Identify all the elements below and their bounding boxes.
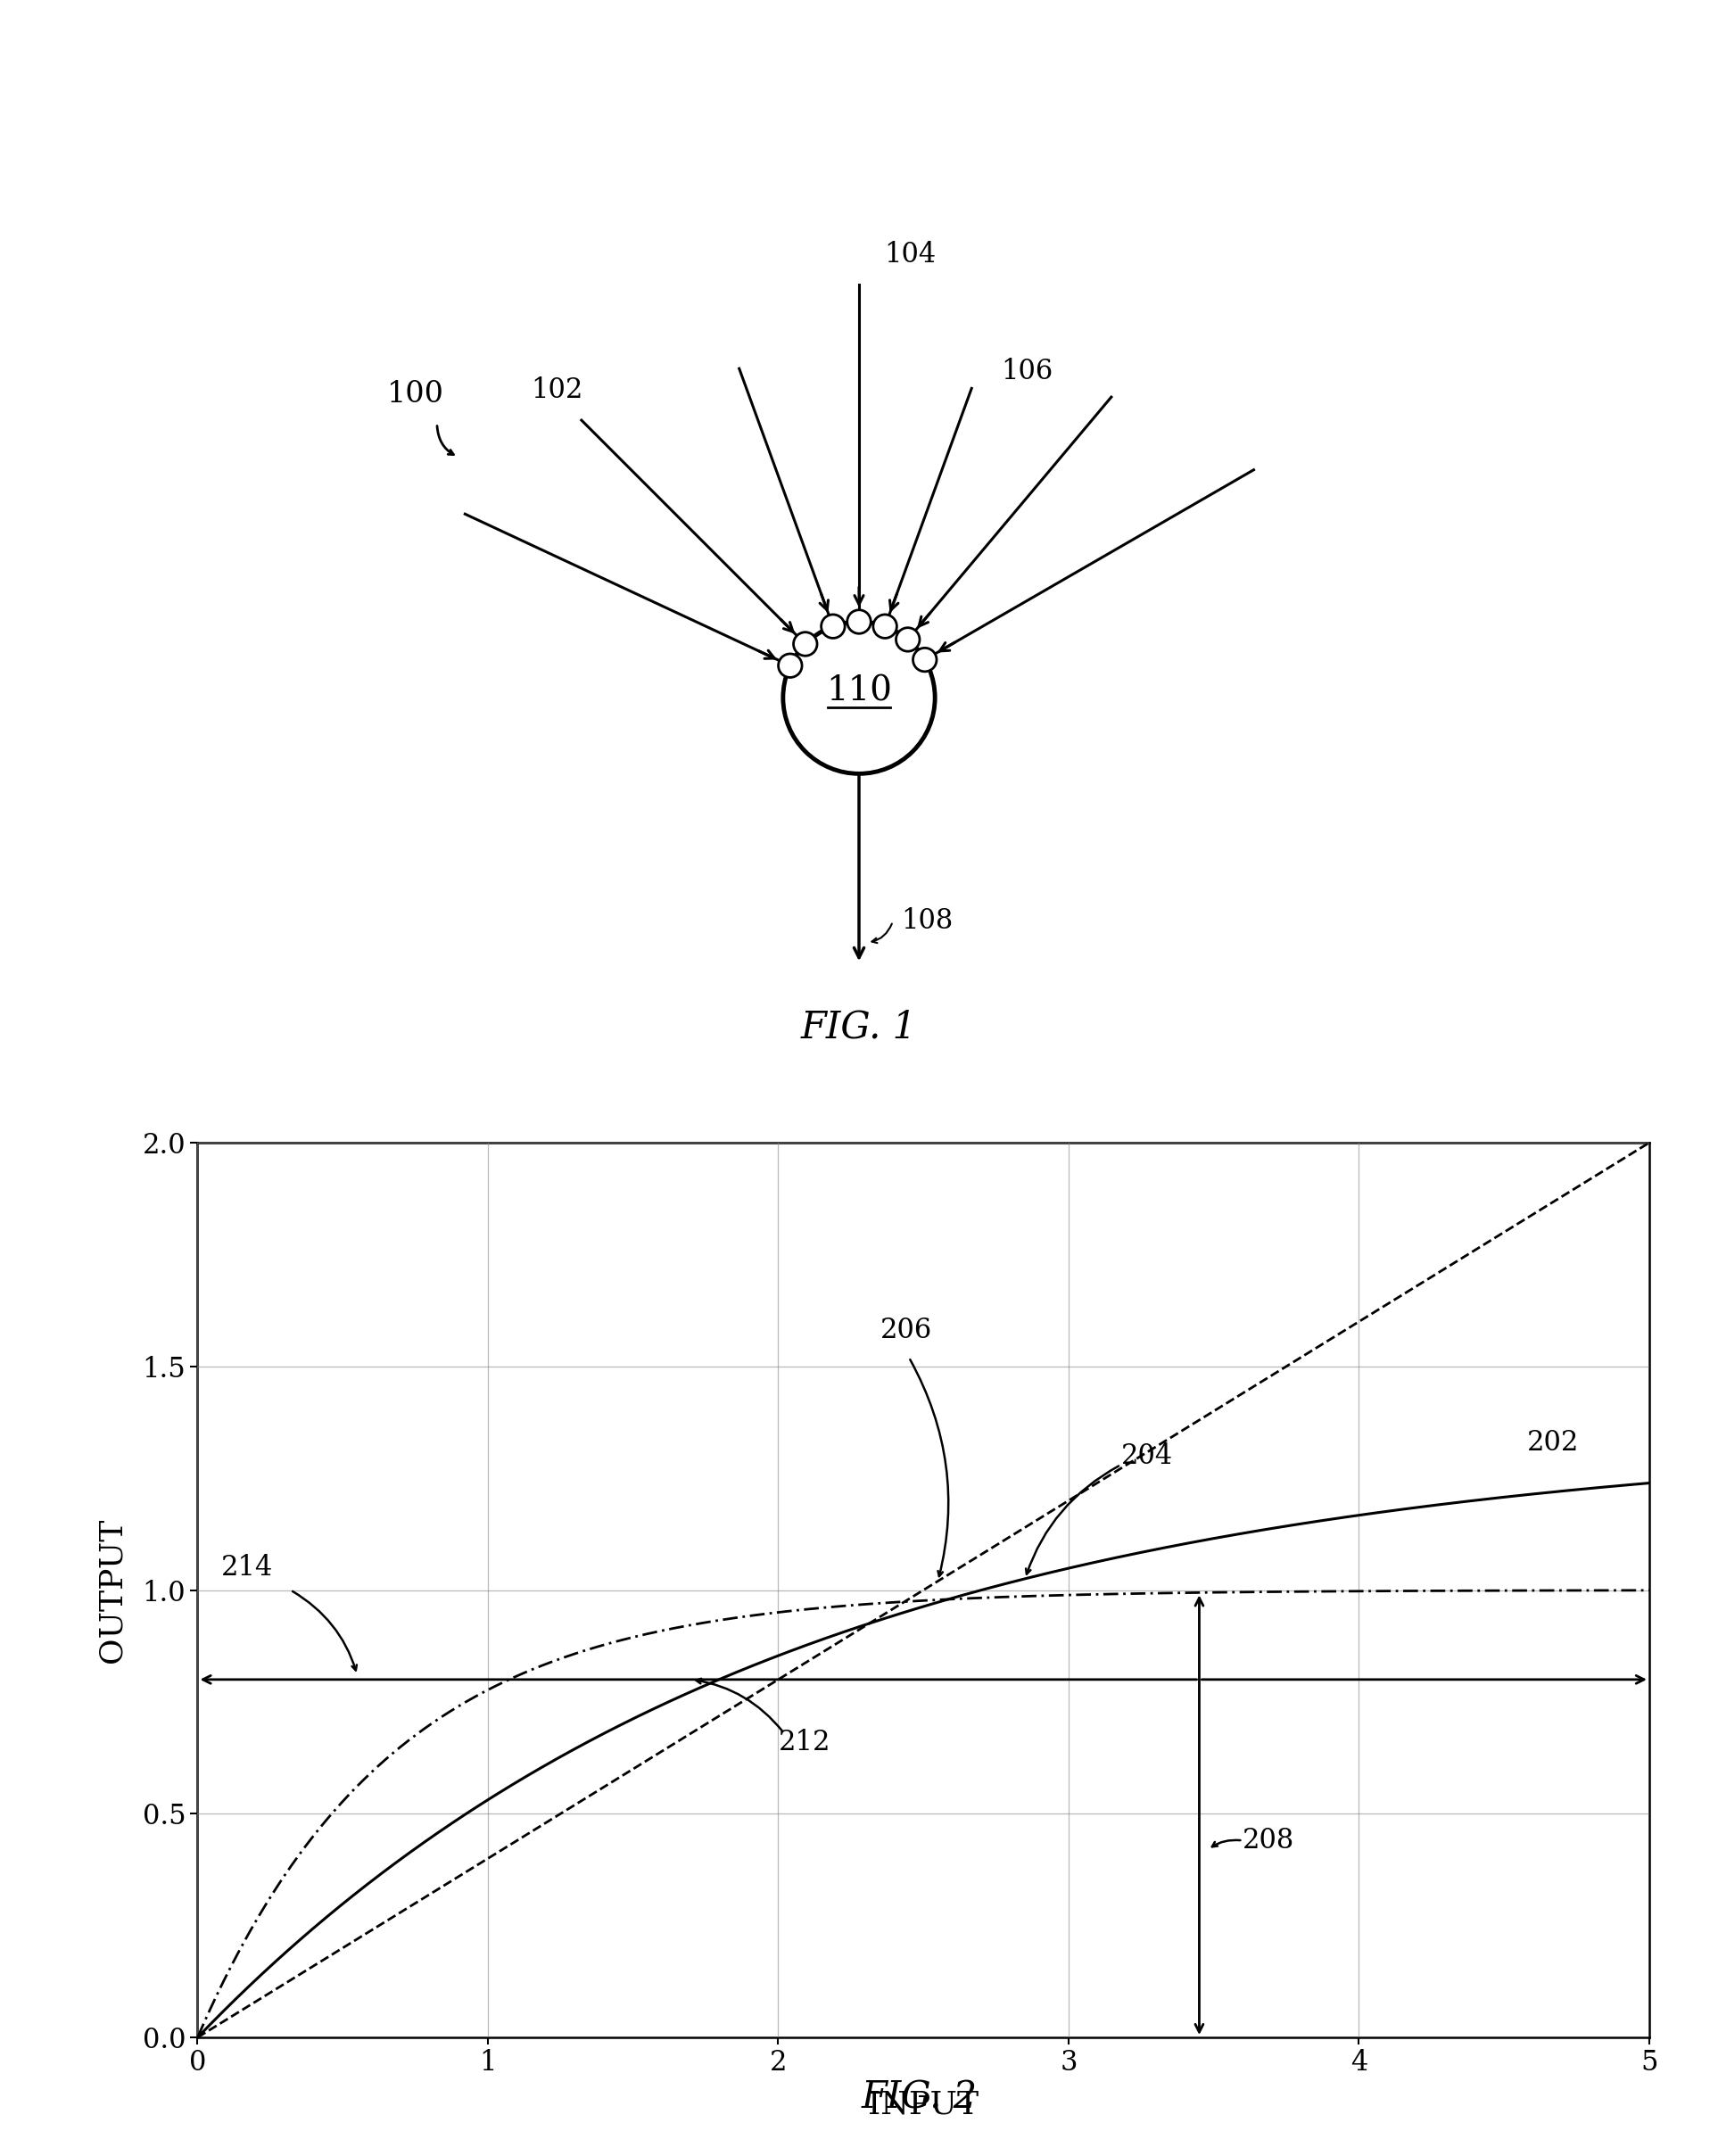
Text: 212: 212 (778, 1729, 830, 1755)
X-axis label: INPUT: INPUT (868, 2089, 979, 2119)
Circle shape (778, 653, 802, 677)
Circle shape (912, 649, 936, 671)
Text: 100: 100 (387, 379, 445, 407)
Circle shape (897, 627, 919, 651)
Text: 202: 202 (1527, 1429, 1579, 1455)
Circle shape (873, 614, 897, 638)
Text: 106: 106 (1002, 358, 1053, 386)
Text: 102: 102 (531, 377, 582, 405)
Circle shape (847, 610, 871, 634)
Circle shape (783, 621, 935, 774)
Text: 206: 206 (880, 1317, 931, 1343)
Text: 204: 204 (1120, 1442, 1173, 1470)
Circle shape (821, 614, 845, 638)
Text: 208: 208 (1242, 1826, 1295, 1854)
Text: 104: 104 (885, 241, 936, 267)
Y-axis label: OUTPUT: OUTPUT (98, 1518, 127, 1662)
Text: FIG. 2: FIG. 2 (861, 2078, 978, 2117)
Text: 110: 110 (826, 675, 892, 707)
Text: FIG. 1: FIG. 1 (801, 1009, 917, 1046)
Text: 108: 108 (902, 908, 953, 936)
Circle shape (794, 632, 818, 655)
Text: 214: 214 (222, 1554, 273, 1580)
